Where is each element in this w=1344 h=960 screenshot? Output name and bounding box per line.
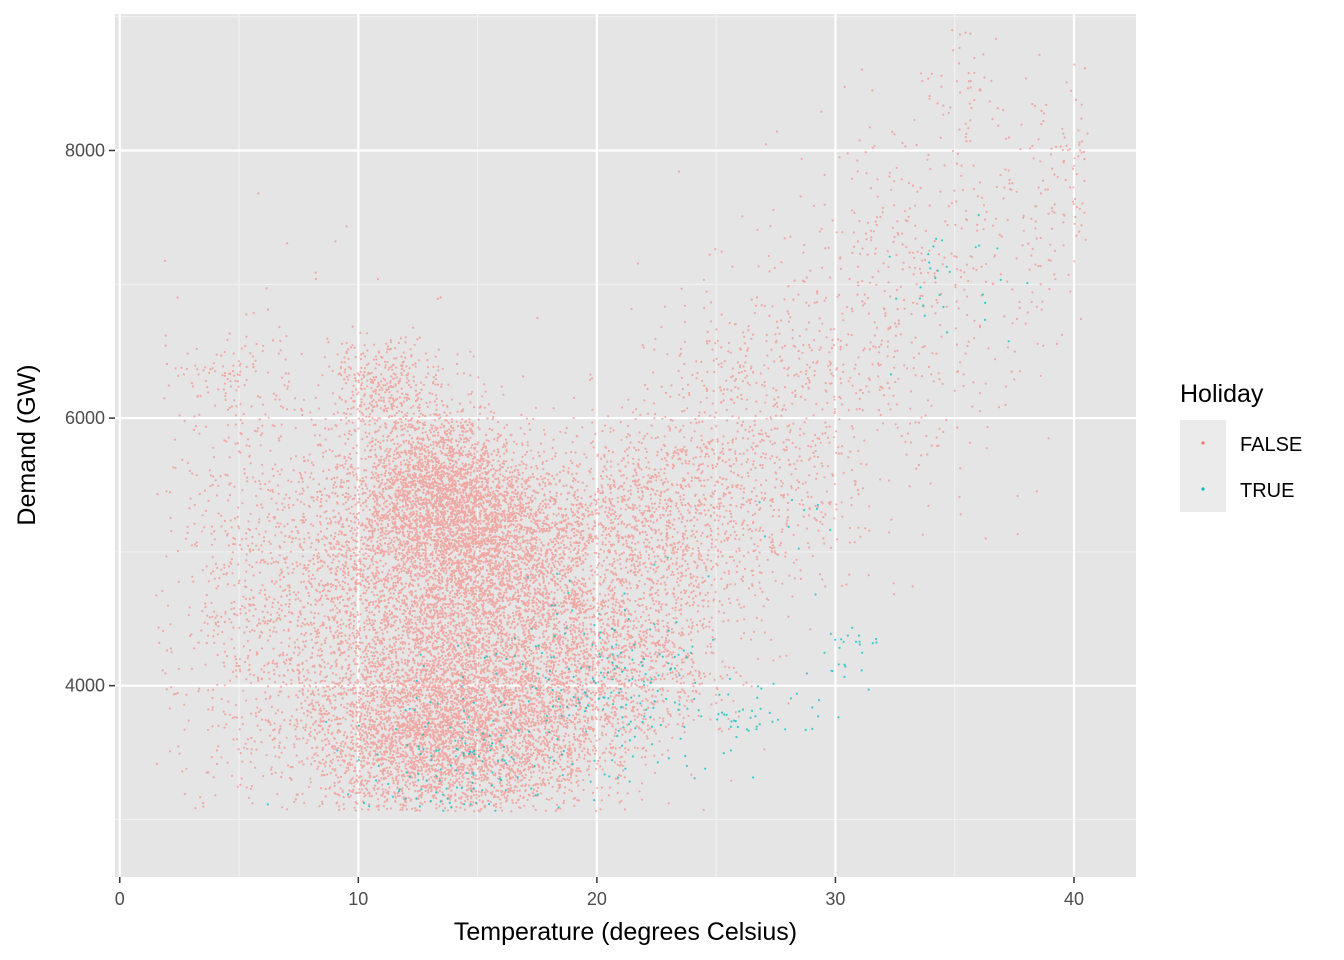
x-tick-label: 40 (1064, 889, 1084, 909)
x-tick-label: 30 (825, 889, 845, 909)
y-tick-label: 6000 (65, 408, 105, 428)
minor-gridlines (115, 14, 1136, 877)
plot-panel (115, 14, 1136, 877)
legend-label-false: FALSE (1240, 434, 1302, 456)
y-tick-label: 4000 (65, 676, 105, 696)
legend-dot-false (1201, 441, 1205, 445)
y-tick-label: 8000 (65, 140, 105, 160)
axes: 0 10 20 30 40 4000 6000 8000 (65, 140, 1084, 909)
x-tick-label: 20 (587, 889, 607, 909)
legend-label-true: TRUE (1240, 480, 1294, 502)
data-points (155, 29, 1089, 813)
series-false (155, 29, 1089, 813)
x-tick-label: 0 (115, 889, 125, 909)
legend: Holiday FALSE TRUE (1180, 380, 1302, 512)
x-axis-title: Temperature (degrees Celsius) (454, 918, 797, 946)
legend-title: Holiday (1180, 380, 1264, 408)
x-tick-label: 10 (348, 889, 368, 909)
points-false (155, 29, 1089, 813)
legend-dot-true (1201, 487, 1205, 491)
y-axis-title: Demand (GW) (13, 364, 41, 525)
